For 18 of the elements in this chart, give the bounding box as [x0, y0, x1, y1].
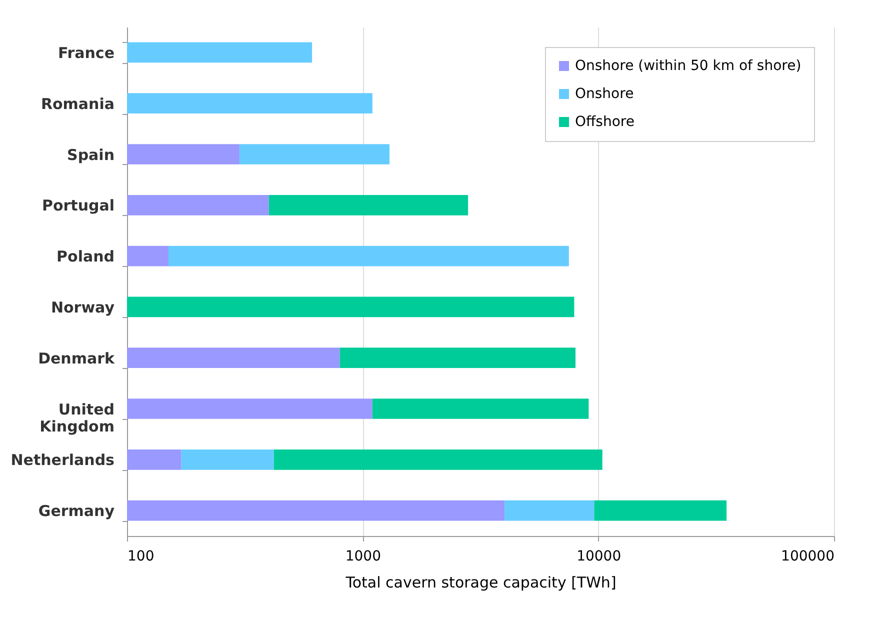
legend-label: Onshore (within 50 km of shore)	[575, 58, 802, 74]
legend-label: Offshore	[575, 114, 634, 130]
x-tick-label: 100	[128, 548, 154, 564]
y-tick-label: Romania	[40, 94, 114, 113]
y-tick-label: France	[58, 44, 114, 62]
y-tick-label: United Kingdom	[40, 400, 114, 436]
y-tick-label: Netherlands	[10, 451, 115, 470]
x-axis-title: Total cavern storage capacity [TWh]	[344, 574, 616, 592]
y-tick-label: Denmark	[38, 349, 116, 368]
y-tick-label: Poland	[56, 248, 114, 266]
y-tick-label: Spain	[67, 146, 114, 164]
x-tick-label: 10000	[576, 548, 622, 564]
x-tick-label: 1000	[345, 548, 381, 564]
y-tick-label: Norway	[50, 298, 115, 316]
y-tick-label: Portugal	[42, 196, 114, 215]
legend-label: Onshore	[575, 86, 634, 102]
x-tick-label: 100000	[781, 548, 834, 564]
y-tick-label: Germany	[38, 502, 115, 520]
